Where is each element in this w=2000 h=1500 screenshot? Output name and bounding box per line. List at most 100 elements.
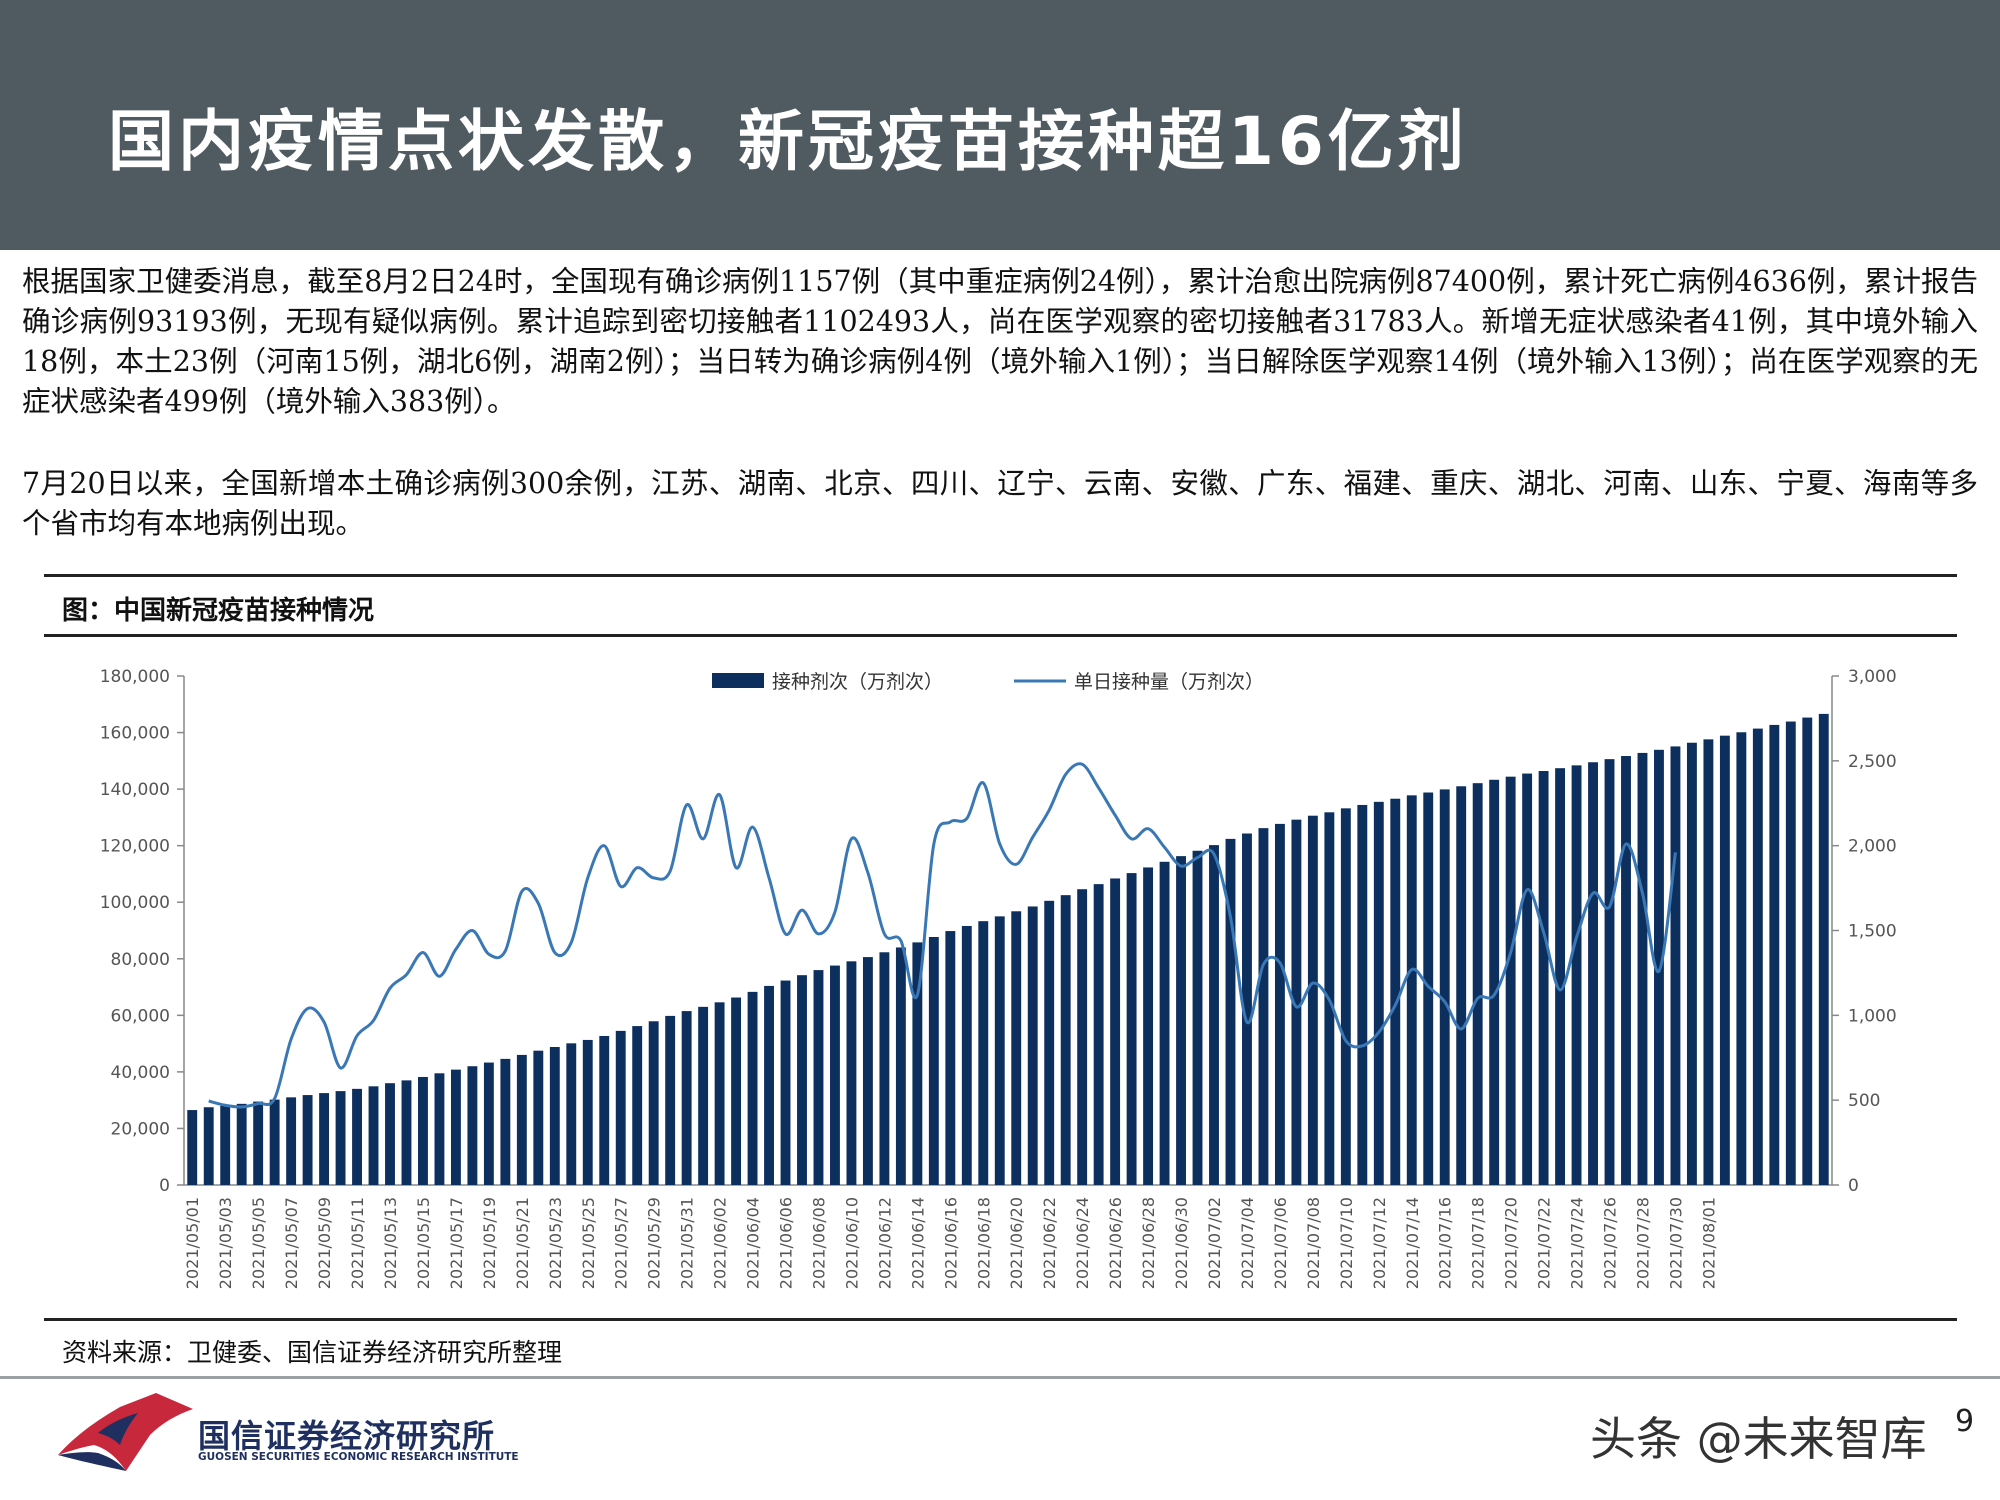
bar <box>813 970 824 1185</box>
bar <box>994 916 1005 1185</box>
bar <box>1686 742 1697 1185</box>
bar <box>1126 873 1137 1185</box>
x-tick-label: 2021/06/18 <box>974 1197 993 1289</box>
footer-separator <box>0 1376 2000 1379</box>
figure-title: 图：中国新冠疫苗接种情况 <box>62 596 375 626</box>
bar <box>1110 878 1121 1185</box>
bar <box>1571 765 1582 1185</box>
x-tick-label: 2021/07/28 <box>1633 1197 1652 1289</box>
bar <box>632 1026 643 1185</box>
left-tick-label: 20,000 <box>111 1119 170 1139</box>
figure-title-top-rule <box>44 574 1957 577</box>
bar <box>1209 845 1219 1185</box>
left-tick-label: 120,000 <box>100 837 170 857</box>
x-tick-label: 2021/06/28 <box>1139 1197 1158 1289</box>
bar <box>731 997 742 1185</box>
bar <box>467 1066 478 1185</box>
x-tick-label: 2021/07/22 <box>1535 1197 1554 1289</box>
x-tick-label: 2021/07/10 <box>1337 1197 1356 1289</box>
bar <box>549 1047 560 1185</box>
x-tick-label: 2021/07/18 <box>1469 1197 1488 1289</box>
x-tick-label: 2021/07/04 <box>1238 1197 1257 1289</box>
bar <box>1522 773 1533 1185</box>
x-tick-label: 2021/07/02 <box>1205 1197 1224 1289</box>
left-tick-label: 40,000 <box>111 1063 170 1083</box>
bar <box>1703 739 1714 1185</box>
x-tick-label: 2021/07/06 <box>1271 1197 1290 1289</box>
bar <box>1044 900 1055 1185</box>
x-tick-label: 2021/06/22 <box>1040 1197 1059 1289</box>
bar <box>1011 911 1022 1185</box>
source-note: 资料来源：卫健委、国信证券经济研究所整理 <box>62 1338 563 1367</box>
x-tick-label: 2021/05/19 <box>480 1197 499 1289</box>
bar <box>747 991 758 1185</box>
bar <box>797 975 807 1185</box>
bar <box>648 1021 659 1185</box>
left-tick-label: 100,000 <box>100 893 170 913</box>
daily-vaccination-line <box>208 762 1677 1109</box>
bar <box>1472 783 1483 1185</box>
bar <box>1373 801 1384 1185</box>
bar <box>335 1091 346 1185</box>
x-tick-label: 2021/06/06 <box>777 1197 796 1289</box>
bar <box>1307 815 1318 1185</box>
bar <box>1176 856 1186 1185</box>
right-tick-label: 2,500 <box>1848 752 1897 772</box>
bar <box>1670 746 1681 1185</box>
bar <box>714 1002 725 1185</box>
bar <box>368 1086 379 1185</box>
watermark: 头条 @未来智库 <box>1590 1412 1927 1466</box>
bar <box>862 957 873 1185</box>
x-tick-label: 2021/06/10 <box>842 1197 861 1289</box>
bar <box>780 980 791 1185</box>
bar <box>978 921 989 1185</box>
x-tick-label: 2021/05/09 <box>315 1197 334 1289</box>
bar <box>912 942 923 1185</box>
bar <box>220 1105 231 1185</box>
bar <box>203 1107 214 1185</box>
bar <box>1736 732 1747 1185</box>
bar <box>286 1097 297 1185</box>
right-tick-label: 0 <box>1848 1176 1859 1196</box>
bar <box>418 1076 428 1185</box>
bar <box>269 1099 280 1185</box>
bar <box>681 1011 692 1185</box>
bar <box>1159 861 1170 1185</box>
bar <box>302 1095 313 1185</box>
bar <box>1456 786 1467 1185</box>
bar <box>1406 795 1417 1185</box>
bar <box>1505 776 1516 1185</box>
bar <box>450 1069 461 1185</box>
x-tick-label: 2021/07/08 <box>1304 1197 1323 1289</box>
bar <box>566 1043 577 1185</box>
bar <box>401 1080 412 1185</box>
logo-text-en: GUOSEN SECURITIES ECONOMIC RESEARCH INST… <box>198 1451 519 1463</box>
legend-bar-label: 接种剂次（万剂次） <box>772 671 943 693</box>
bar <box>1719 735 1730 1185</box>
bar <box>1274 823 1285 1185</box>
bar <box>1802 717 1813 1185</box>
bar <box>1621 756 1631 1185</box>
left-tick-label: 80,000 <box>111 950 170 970</box>
bar <box>1242 833 1252 1185</box>
paragraph-2: 7月20日以来，全国新增本土确诊病例300余例，江苏、湖南、北京、四川、辽宁、云… <box>22 467 1978 540</box>
page-title: 国内疫情点状发散，新冠疫苗接种超16亿剂 <box>108 103 1468 180</box>
x-tick-label: 2021/06/14 <box>908 1197 927 1289</box>
bar <box>1439 789 1450 1185</box>
bar <box>1818 713 1829 1185</box>
x-tick-label: 2021/08/01 <box>1699 1197 1718 1289</box>
bar <box>434 1073 445 1185</box>
x-tick-label: 2021/06/26 <box>1106 1197 1125 1289</box>
bar <box>961 925 972 1185</box>
bar <box>319 1093 330 1185</box>
bar <box>516 1054 527 1185</box>
x-tick-label: 2021/05/31 <box>678 1197 697 1289</box>
x-tick-label: 2021/06/20 <box>1007 1197 1026 1289</box>
bar <box>1258 828 1269 1185</box>
bar <box>253 1101 264 1185</box>
bar <box>1752 728 1763 1185</box>
x-tick-label: 2021/06/08 <box>809 1197 828 1289</box>
x-tick-label: 2021/07/24 <box>1568 1197 1587 1289</box>
x-tick-label: 2021/05/23 <box>546 1197 565 1289</box>
legend-line-label: 单日接种量（万剂次） <box>1074 671 1264 693</box>
